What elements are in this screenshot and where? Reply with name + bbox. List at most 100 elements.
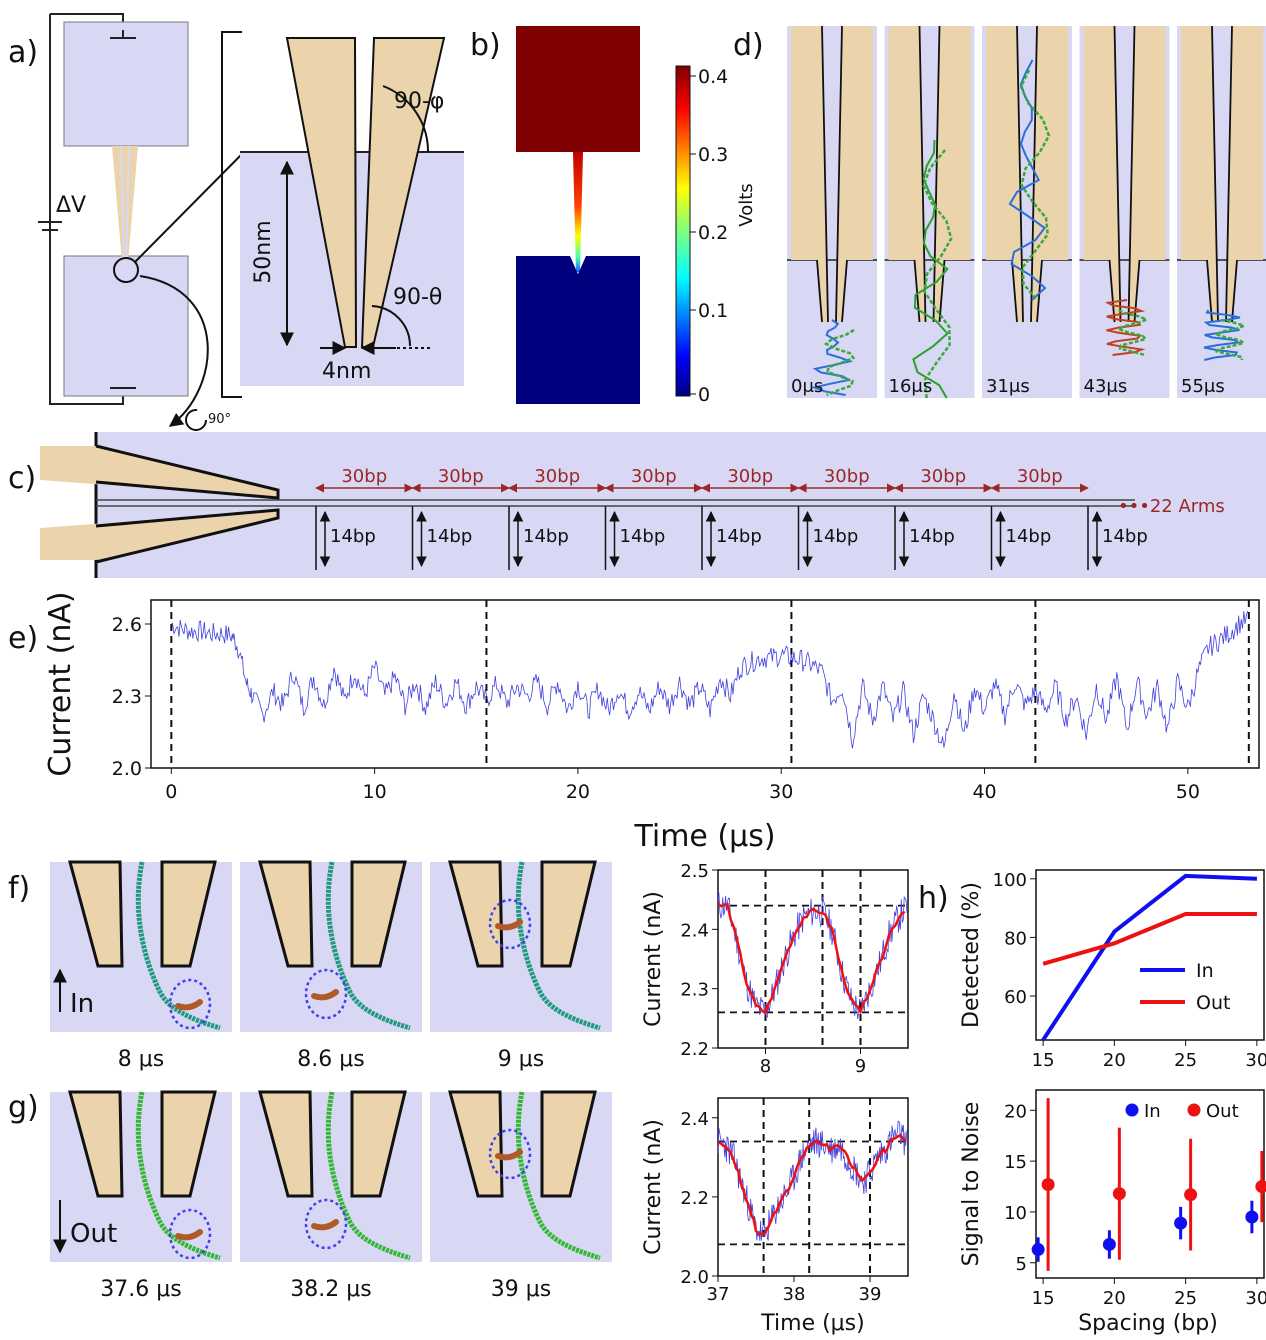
colorbar-tick-label: 0: [698, 384, 710, 406]
x-tick-label: 0: [165, 781, 177, 803]
pore-wall-right: [540, 1090, 597, 1198]
potential-pore: [573, 152, 583, 272]
y-axis-label: Signal to Noise: [959, 1102, 984, 1267]
plot-frame: [717, 1097, 909, 1277]
colorbar: [675, 65, 691, 397]
snapshot-time: 55μs: [1181, 376, 1225, 397]
panel-e: e) 0 10 20 30 40 50 2.0 2.3 2.6 Current (nA) Time …: [8, 591, 1260, 854]
panel-b: b) 0.4 0.3 0.2 0.1 0 Volts: [470, 26, 757, 406]
snapshot-frames: 0μs 16μs 31μs 43μs 55μs: [787, 25, 1266, 399]
x-tick-label: 20: [566, 781, 590, 803]
plot-frame: [150, 599, 1260, 769]
pore-wall-left: [888, 26, 926, 322]
pore-wall-right: [1128, 26, 1166, 322]
arm-spacing-label: 30bp: [1017, 466, 1063, 487]
x-tick-label: 15: [1032, 1288, 1055, 1309]
dna-strand: [515, 1091, 601, 1261]
x-tick-label: 10: [363, 781, 387, 803]
data-point-in: [1102, 1237, 1116, 1251]
legend-marker: [1125, 1103, 1139, 1117]
y-tick-label: 15: [1004, 1152, 1027, 1173]
pore-wall-right: [160, 860, 217, 968]
arm-spacing-label: 30bp: [341, 466, 387, 487]
data-point-out: [1041, 1178, 1055, 1192]
pore-wall-left: [285, 37, 358, 348]
panel-d: d) 0μs 16μs 31μs 43μs 55μs: [733, 25, 1266, 399]
legend-label: Out: [1206, 1101, 1239, 1122]
pore-edge: [816, 25, 848, 323]
angle-arc-top: [382, 85, 430, 153]
pore-wall-right: [933, 26, 971, 322]
signal-noise-chart: 15 20 25 30 5 10 15 20 Signal to Noise Spacing (b…: [959, 1089, 1266, 1336]
data-point-out: [1184, 1188, 1198, 1202]
legend-marker: [1187, 1103, 1201, 1117]
series-line-out: [1042, 912, 1257, 966]
arm-length-label: 14bp: [427, 526, 473, 547]
out-current-chart: 37 38 39 2.0 2.2 2.4 Current (nA) Time (μs): [641, 1097, 909, 1336]
y-tick-label: 2.2: [680, 1039, 709, 1060]
colorbar-label: Volts: [736, 183, 757, 226]
panel-label-b: b): [470, 28, 501, 63]
potential-bottom: [516, 256, 640, 404]
highlight-circle: [304, 968, 348, 1020]
panel-label-g: g): [8, 1090, 39, 1125]
pore-wall-right: [1226, 26, 1263, 322]
y-tick-label: 2.6: [112, 614, 142, 636]
pore-small: [112, 146, 138, 262]
panel-label-c: c): [8, 461, 36, 496]
highlight-circle: [168, 978, 212, 1030]
y-tick-label: 2.2: [680, 1188, 709, 1209]
x-tick-label: 15: [1032, 1050, 1055, 1071]
data-point-out: [1255, 1180, 1266, 1194]
y-tick-label: 2.4: [680, 920, 709, 941]
dna-strand: [1203, 309, 1241, 361]
zoom-arrow: [139, 275, 209, 427]
dna-arms: [922, 149, 953, 399]
dna-strand: [515, 861, 601, 1031]
zoom-circle: [113, 257, 139, 283]
pore-wall-left: [1181, 26, 1218, 322]
panel-f: f) 8 μs 8.6 μs 9 μs In 8 9 2.2 2.3 2.4 2.5 Curren…: [8, 860, 909, 1077]
snapshot-time: 31μs: [986, 376, 1030, 397]
pore-edge: [913, 25, 946, 323]
angle-bottom-label: 90-θ: [393, 285, 442, 310]
arm-length-label: 14bp: [1102, 526, 1148, 547]
current-trace-chart: 0 10 20 30 40 50 2.0 2.3 2.6 Current (nA) Time (μs…: [43, 591, 1260, 854]
dna-arms: [823, 328, 856, 397]
smoothed-trace: [717, 1133, 907, 1236]
pore-lower-edge: [95, 508, 280, 564]
pore-wall-left: [791, 26, 828, 322]
y-tick-label: 2.0: [680, 1267, 709, 1288]
x-tick-label: 37: [707, 1284, 730, 1305]
panel-label-h: h): [918, 881, 949, 916]
reservoir-top: [63, 21, 189, 147]
panel-g: g) 37.6 μs 38.2 μs 39 μs Out 37 38 39 2.0 2.2 2.…: [8, 1090, 909, 1336]
legend-label: Out: [1196, 992, 1230, 1014]
arm-length-label: 14bp: [716, 526, 762, 547]
x-tick-label: 39: [859, 1284, 882, 1305]
y-tick-label: 2.3: [680, 980, 709, 1001]
pore-wall-left: [1083, 26, 1121, 322]
pore-wall-left: [68, 860, 124, 968]
pore-lower: [40, 510, 278, 560]
dna-arms: [1115, 308, 1150, 357]
angle-arc-bottom: [371, 305, 412, 347]
x-tick-label: 20: [1103, 1050, 1126, 1071]
pore-edge: [1206, 25, 1238, 323]
current-trace: [171, 610, 1248, 749]
series-line-in: [1041, 873, 1257, 1042]
y-tick-label: 2.4: [680, 1109, 709, 1130]
dna-arms: [1212, 318, 1248, 360]
x-tick-label: 25: [1174, 1050, 1197, 1071]
snapshot-time: 38.2 μs: [290, 1277, 371, 1302]
reservoir-bottom: [63, 255, 189, 397]
bracket: [221, 31, 242, 398]
data-point-in: [1174, 1216, 1188, 1230]
arm-spacing-label: 30bp: [534, 466, 580, 487]
snapshot-time: 43μs: [1084, 376, 1128, 397]
highlight-circle: [488, 1128, 532, 1180]
y-axis-label: Current (nA): [641, 891, 666, 1027]
dna-arm: [175, 1229, 203, 1241]
out-snapshots: 37.6 μs 38.2 μs 39 μs Out: [50, 1090, 612, 1302]
colorbar-tick-label: 0.4: [698, 66, 728, 88]
